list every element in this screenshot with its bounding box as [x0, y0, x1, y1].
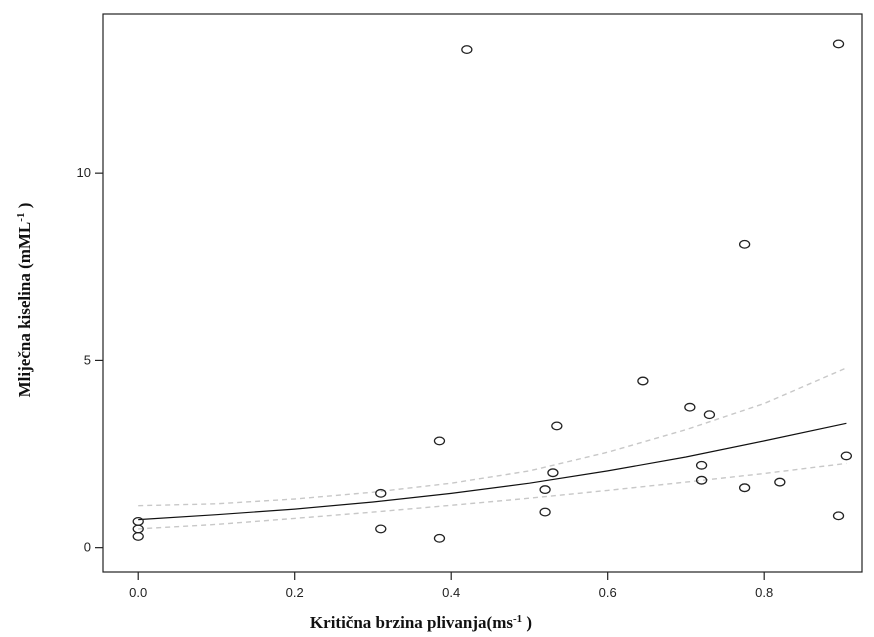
data-point: [547, 468, 559, 478]
data-point: [695, 460, 708, 470]
data-point: [684, 402, 696, 412]
ci-upper-line: [138, 367, 847, 507]
data-point: [539, 507, 551, 517]
data-point: [774, 477, 786, 487]
data-point: [703, 410, 716, 420]
x-axis-title: Kritična brzina plivanja(ms-1 ): [310, 613, 532, 632]
x-tick-label: 0.2: [286, 585, 304, 600]
x-tick-label: 0.0: [129, 585, 147, 600]
data-point: [461, 45, 473, 55]
fit-line: [138, 422, 847, 521]
data-point: [840, 451, 853, 461]
data-point: [695, 475, 708, 485]
data-point: [132, 531, 144, 541]
y-tick-label: 0: [84, 540, 91, 555]
y-axis: 0 5 10: [77, 165, 103, 555]
data-point: [738, 483, 751, 493]
data-point: [539, 485, 551, 495]
data-point: [375, 524, 387, 534]
data-point: [433, 533, 446, 543]
x-tick-label: 0.6: [599, 585, 617, 600]
data-point: [132, 516, 144, 526]
x-axis: 0.0 0.2 0.4 0.6 0.8: [129, 572, 773, 600]
ci-lower-line: [138, 462, 847, 530]
data-point: [433, 436, 446, 446]
data-point: [832, 511, 845, 521]
data-points: [132, 39, 853, 543]
data-point: [738, 239, 751, 249]
x-tick-label: 0.4: [442, 585, 460, 600]
y-axis-title: Mliječna kiselina (mML-1 ): [15, 203, 34, 398]
plot-frame: [102, 13, 863, 573]
data-point: [551, 421, 563, 431]
x-tick-label: 0.8: [755, 585, 773, 600]
data-point: [637, 376, 649, 386]
data-point: [832, 39, 845, 49]
y-tick-label: 5: [84, 352, 91, 367]
y-tick-label: 10: [77, 165, 91, 180]
data-point: [375, 488, 387, 498]
